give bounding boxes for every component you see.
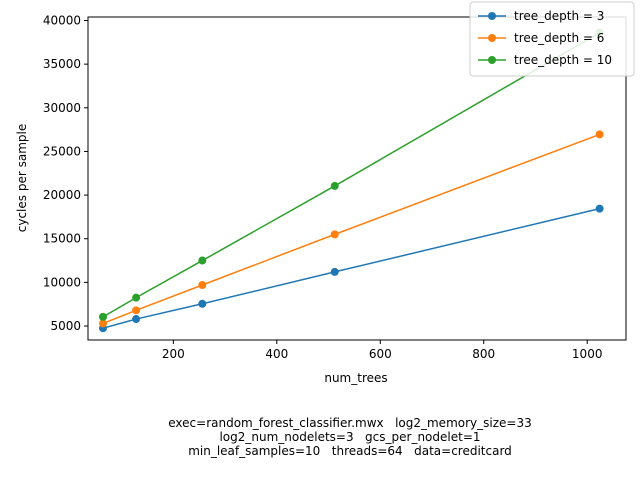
- series-0-point-1: [132, 315, 141, 324]
- series-2-point-2: [198, 256, 207, 265]
- series-line-1: [102, 133, 600, 325]
- x-tick-label-1: 400: [265, 347, 288, 361]
- legend-label-0: tree_depth = 3: [514, 9, 604, 23]
- series-2-point-3: [330, 181, 339, 190]
- series-0-point-4: [595, 204, 604, 213]
- y-tick-label-1: 10000: [43, 275, 81, 289]
- series-1-point-2: [198, 281, 207, 290]
- x-tick-label-4: 1000: [572, 347, 603, 361]
- legend-marker-0: [488, 12, 496, 20]
- y-tick-label-7: 40000: [43, 13, 81, 27]
- legend-marker-1: [488, 34, 496, 42]
- y-tick-label-4: 25000: [43, 144, 81, 158]
- x-tick-label-0: 200: [162, 347, 185, 361]
- y-tick-label-6: 35000: [43, 57, 81, 71]
- series-0-point-2: [198, 299, 207, 308]
- parameter-caption: exec=random_forest_classifier.mwx log2_m…: [0, 416, 640, 458]
- caption-line-3: min_leaf_samples=10 threads=64 data=cred…: [188, 444, 512, 458]
- series-1-point-3: [330, 230, 339, 239]
- caption-line-2: log2_num_nodelets=3 gcs_per_nodelet=1: [219, 430, 481, 444]
- x-axis-label: num_trees: [324, 371, 387, 385]
- series-line-0: [102, 207, 600, 329]
- series-1-point-4: [595, 130, 604, 139]
- y-tick-label-0: 5000: [50, 319, 81, 333]
- y-tick-label-3: 20000: [43, 188, 81, 202]
- caption-line-1: exec=random_forest_classifier.mwx log2_m…: [168, 416, 532, 430]
- x-tick-label-2: 600: [369, 347, 392, 361]
- y-tick-label-5: 30000: [43, 101, 81, 115]
- y-axis-label: cycles per sample: [15, 124, 29, 232]
- x-tick-label-3: 800: [472, 347, 495, 361]
- legend-marker-2: [488, 56, 496, 64]
- legend-label-1: tree_depth = 6: [514, 31, 604, 45]
- series-0-point-3: [330, 267, 339, 276]
- legend-label-2: tree_depth = 10: [514, 53, 612, 67]
- plot-frame: [87, 16, 627, 341]
- y-tick-label-2: 15000: [43, 232, 81, 246]
- line-chart: 200 400 600 800 1000 5000 10000 15000 20000 25000…: [15, 1, 635, 385]
- series-2-point-0: [99, 312, 108, 321]
- series-2-point-1: [132, 293, 141, 302]
- series-1-point-1: [132, 306, 141, 315]
- legend-box: [469, 1, 635, 77]
- series-1-point-0: [99, 319, 108, 328]
